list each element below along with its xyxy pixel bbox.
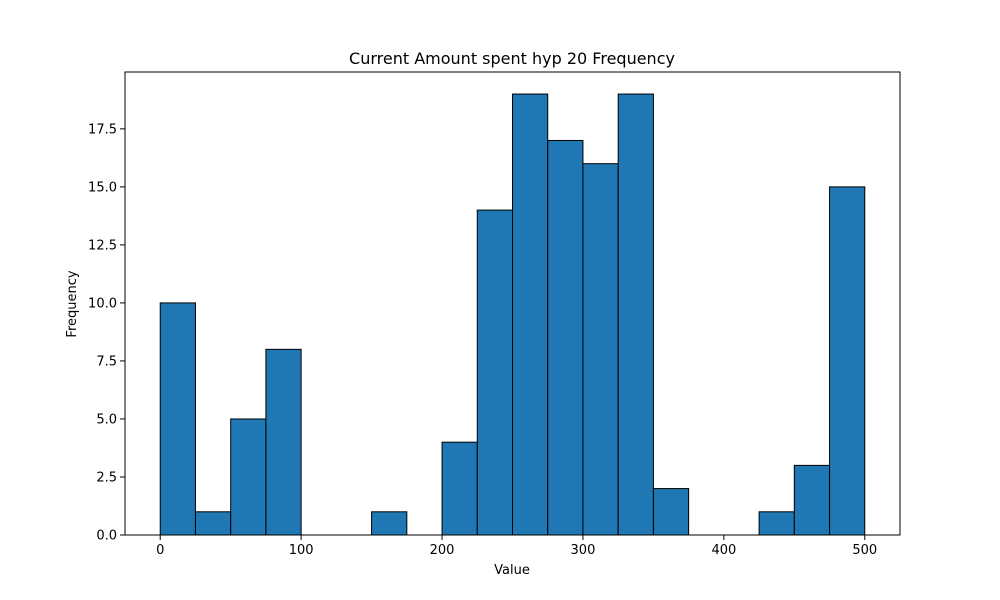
x-tick-label: 400 [711, 543, 736, 558]
histogram-bar [652, 488, 690, 536]
y-tick-label: 7.5 [96, 354, 117, 369]
histogram-bar [371, 511, 408, 536]
chart-title: Current Amount spent hyp 20 Frequency [349, 49, 675, 68]
histogram-bar [617, 93, 654, 536]
bars-group [159, 93, 866, 536]
histogram-bar [441, 441, 478, 536]
histogram-bar [194, 511, 232, 536]
x-tick-label: 500 [852, 543, 877, 558]
histogram-bar [547, 139, 584, 536]
y-tick-label: 12.5 [88, 238, 117, 253]
histogram-bar [793, 464, 831, 536]
y-tick-label: 2.5 [96, 470, 117, 485]
x-tick-label: 200 [430, 543, 455, 558]
y-tick-label: 0.0 [96, 529, 117, 544]
x-axis: 0 100 200 300 400 500 [156, 535, 877, 558]
y-tick-label: 5.0 [96, 412, 117, 427]
x-tick-label: 300 [571, 543, 596, 558]
x-tick-label: 100 [289, 543, 314, 558]
histogram-bar [476, 209, 514, 536]
histogram-bar [758, 511, 795, 536]
x-axis-label: Value [494, 563, 530, 578]
y-tick-label: 10.0 [88, 296, 117, 311]
y-axis-label: Frequency [65, 270, 80, 337]
histogram-bar [512, 93, 549, 536]
y-tick-label: 17.5 [88, 122, 117, 137]
histogram-bar [582, 163, 619, 536]
histogram-bar [829, 186, 866, 536]
histogram-bar [230, 418, 267, 536]
plot-frame [124, 71, 901, 536]
y-axis: 0.0 2.5 5.0 7.5 10.0 12.5 15.0 17.5 [88, 122, 125, 544]
histogram-bar [265, 348, 302, 536]
histogram-bar [159, 302, 196, 536]
y-tick-label: 15.0 [88, 180, 117, 195]
x-tick-label: 0 [156, 543, 164, 558]
